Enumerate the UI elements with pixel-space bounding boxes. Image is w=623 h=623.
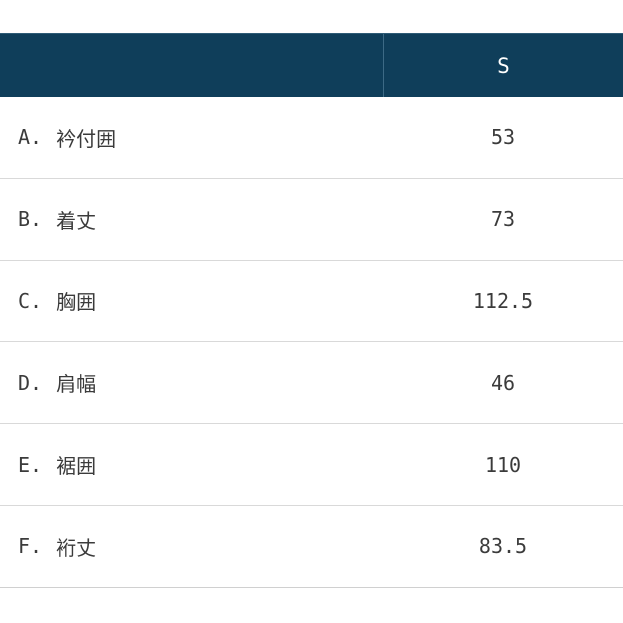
measure-letter: A.	[18, 125, 43, 150]
measure-name: 衿付囲	[56, 126, 117, 151]
size-chart-table: S A. 衿付囲 53 B. 着丈 73 C. 胸囲 112.5	[0, 33, 623, 588]
table-row-sleeve-length: F. 裄丈 83.5	[0, 505, 623, 588]
measure-letter: D.	[18, 370, 43, 395]
table-row-body-length: B. 着丈 73	[0, 178, 623, 261]
measure-label: B. 着丈	[0, 179, 383, 260]
measure-name: 肩幅	[56, 372, 97, 397]
table-row-hem: E. 裾囲 110	[0, 424, 623, 506]
measure-name: 裾囲	[56, 454, 97, 479]
measure-value: 83.5	[478, 534, 528, 559]
measure-value: 110	[484, 452, 522, 477]
table-header-row: S	[0, 33, 623, 97]
measure-name: 着丈	[56, 208, 97, 233]
table-row-shoulder: D. 肩幅 46	[0, 342, 623, 425]
measure-value: 73	[490, 207, 516, 232]
measure-label: E. 裾囲	[0, 424, 383, 505]
measure-name: 胸囲	[56, 290, 97, 315]
measure-label: A. 衿付囲	[0, 97, 383, 178]
measure-value: 53	[490, 125, 516, 150]
measure-name: 裄丈	[56, 535, 97, 560]
measure-label: F. 裄丈	[0, 506, 383, 587]
measure-label: D. 肩幅	[0, 342, 383, 423]
header-cell-size-s: S	[383, 34, 623, 97]
measure-letter: C.	[18, 288, 43, 313]
header-cell-measure	[0, 34, 383, 97]
measure-letter: E.	[18, 452, 43, 477]
measure-value: 46	[490, 370, 516, 395]
measure-label: C. 胸囲	[0, 261, 383, 342]
measure-letter: B.	[18, 207, 43, 232]
table-row-chest: C. 胸囲 112.5	[0, 260, 623, 343]
measure-value: 112.5	[472, 288, 534, 313]
measure-letter: F.	[18, 534, 43, 559]
table-row-collar: A. 衿付囲 53	[0, 97, 623, 179]
